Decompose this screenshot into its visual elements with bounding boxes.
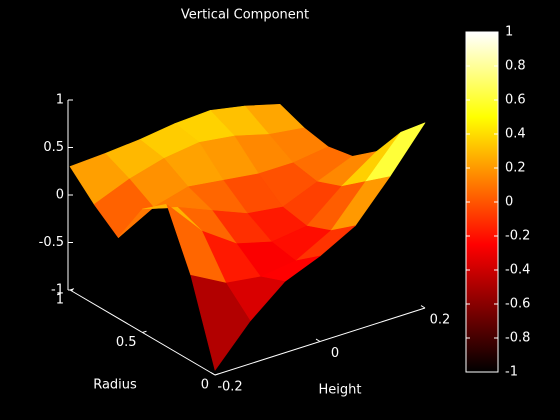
colorbar-tick-label: -0.6 bbox=[505, 297, 530, 312]
x-tick-label: 0.2 bbox=[430, 313, 451, 328]
colorbar-tick-label: 0.6 bbox=[505, 93, 526, 108]
x-tick-label: -0.2 bbox=[217, 380, 242, 395]
z-tick-label: 1 bbox=[56, 93, 64, 108]
colorbar-tick-label: -0.4 bbox=[505, 263, 530, 278]
y-tick-label: 0.5 bbox=[116, 335, 137, 350]
y-axis-label: Radius bbox=[93, 378, 137, 393]
colorbar bbox=[465, 31, 499, 373]
y-tick bbox=[142, 330, 147, 333]
x-tick bbox=[420, 305, 426, 309]
colorbar-tick-label: 0 bbox=[505, 195, 513, 210]
chart-title: Vertical Component bbox=[181, 8, 309, 23]
surface-patch bbox=[190, 274, 251, 371]
colorbar-tick-label: 1 bbox=[505, 25, 513, 40]
z-tick-label: -1 bbox=[51, 283, 64, 298]
colorbar-tick-label: 0.2 bbox=[505, 161, 526, 176]
x-axis-label: Height bbox=[319, 383, 362, 398]
y-tick-label: 1 bbox=[56, 293, 64, 308]
colorbar-tick-label: 0.8 bbox=[505, 59, 526, 74]
y-tick-label: 0 bbox=[201, 378, 209, 393]
x-tick-label: 0 bbox=[331, 346, 339, 361]
y-tick bbox=[69, 288, 75, 291]
colorbar-tick-label: 0.4 bbox=[505, 127, 526, 142]
colorbar-tick-label: -1 bbox=[505, 365, 518, 380]
z-tick-label: -0.5 bbox=[39, 235, 64, 250]
y-tick bbox=[214, 373, 220, 376]
x-tick bbox=[315, 338, 321, 342]
colorbar-tick-label: -0.2 bbox=[505, 229, 530, 244]
colorbar-tick-label: -0.8 bbox=[505, 331, 530, 346]
x-tick bbox=[210, 372, 216, 376]
z-tick-label: 0.5 bbox=[43, 140, 64, 155]
z-tick-label: 0 bbox=[56, 188, 64, 203]
